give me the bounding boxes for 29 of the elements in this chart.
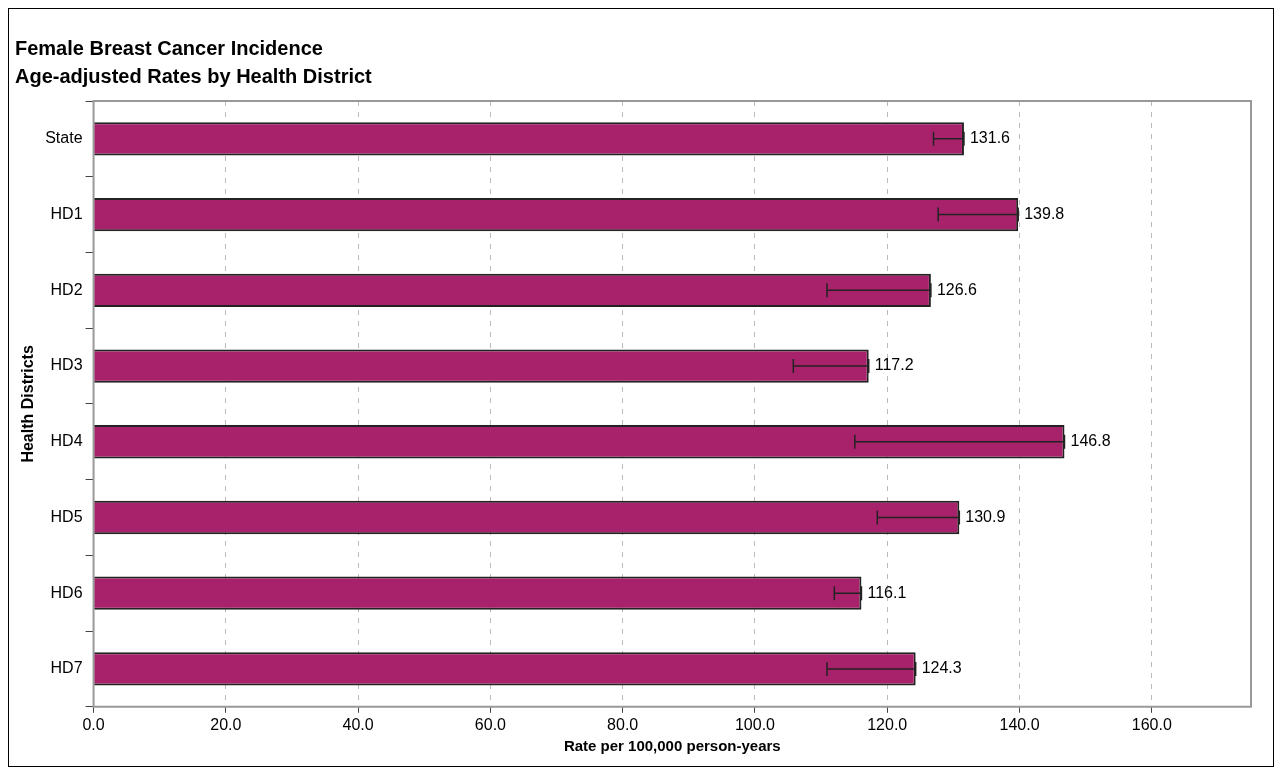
x-tick-label: 140.0	[999, 715, 1040, 733]
x-tick-label: 80.0	[607, 715, 639, 733]
data-label: 131.6	[969, 129, 1011, 147]
data-label: 130.9	[965, 507, 1006, 525]
y-tick-label: HD2	[50, 280, 83, 298]
data-label: 116.1	[867, 583, 907, 601]
y-tick-label: HD7	[50, 659, 83, 677]
x-tick-label: 60.0	[474, 715, 507, 733]
y-tick-label: HD5	[50, 507, 83, 525]
y-tick-label: HD1	[50, 204, 83, 222]
x-tick-label: 40.0	[342, 715, 374, 733]
data-label: 124.3	[921, 659, 962, 677]
chart-title: Female Breast Cancer Incidence	[15, 36, 323, 59]
data-label: 117.2	[874, 356, 914, 374]
x-axis-title: Rate per 100,000 person-years	[563, 737, 781, 755]
x-tick-label: 20.0	[210, 715, 242, 733]
x-tick-label: 0.0	[82, 715, 105, 733]
y-axis-title: Health Districts	[19, 345, 37, 463]
chart-subtitle: Age-adjusted Rates by Health District	[15, 64, 373, 87]
data-label: 139.8	[1024, 204, 1065, 222]
x-tick-label: 120.0	[867, 715, 908, 733]
y-tick-label: HD4	[50, 432, 83, 450]
y-tick-label: State	[45, 129, 83, 147]
y-tick-label: HD6	[50, 583, 83, 601]
data-label: 126.6	[936, 280, 978, 298]
x-tick-label: 100.0	[734, 715, 776, 733]
x-tick-label: 160.0	[1131, 715, 1172, 733]
y-tick-label: HD3	[50, 356, 83, 374]
data-label: 146.8	[1070, 432, 1111, 450]
